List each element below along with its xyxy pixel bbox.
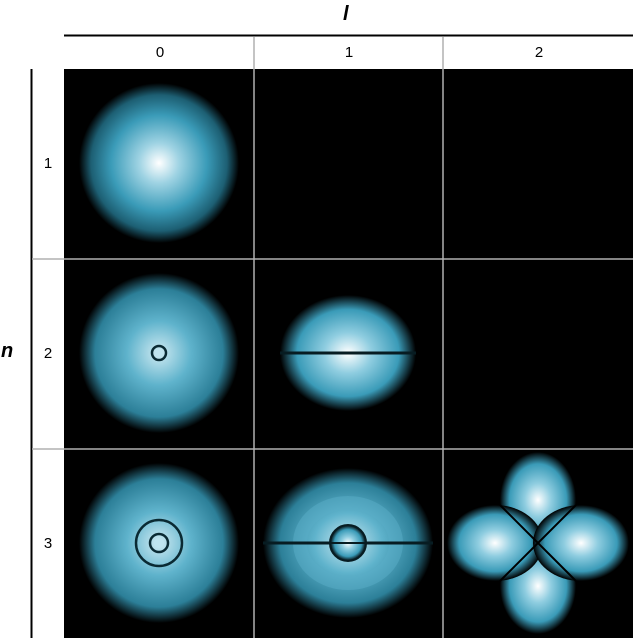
row-label-1: 1 [43,155,53,172]
column-label-1: 1 [344,44,354,61]
column-label-2: 2 [534,44,544,61]
n-axis-label: n [1,340,14,362]
orbital-2p [280,295,416,411]
orbital-3d [447,452,629,634]
orbital-3p [263,468,433,618]
row-label-3: 3 [43,535,53,552]
column-label-0: 0 [155,44,165,61]
l-axis-label: l [343,3,349,25]
orbital-1s [79,83,239,243]
orbital-3s [79,463,239,623]
orbital-2s [79,273,239,433]
row-label-2: 2 [43,345,53,362]
